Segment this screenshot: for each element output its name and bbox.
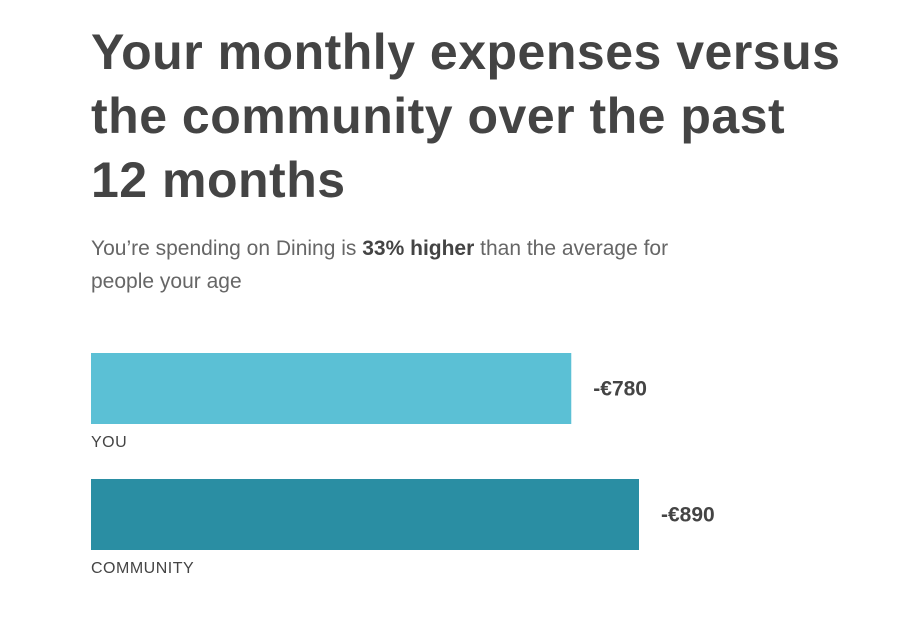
bar-you (91, 353, 572, 424)
comparison-summary: You’re spending on Dining is 33% higher … (91, 232, 691, 298)
value-label-community: -€890 (661, 504, 715, 527)
value-label-you: -€780 (593, 378, 647, 401)
bar-community (91, 479, 639, 550)
category-label-community: COMMUNITY (91, 560, 194, 577)
summary-text-end: than the average for people your age (91, 237, 669, 293)
category-label-you: YOU (91, 434, 127, 451)
summary-text-start: You’re spending on Dining is (91, 237, 363, 260)
summary-highlight: 33% higher (362, 237, 475, 260)
page-title: Your monthly expenses versus the communi… (91, 24, 841, 208)
